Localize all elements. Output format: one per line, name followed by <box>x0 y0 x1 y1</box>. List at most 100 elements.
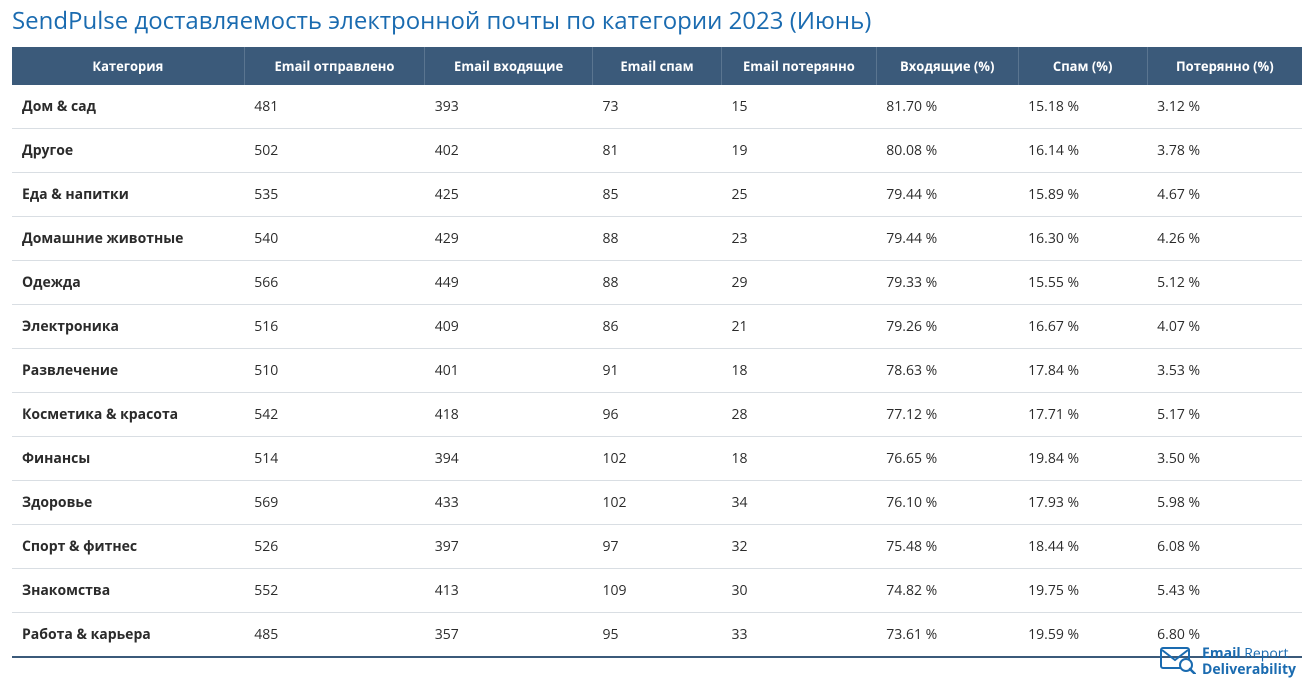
cell-category: Косметика & красота <box>12 393 244 437</box>
cell-value: 569 <box>244 481 425 525</box>
cell-value: 91 <box>592 349 721 393</box>
cell-value: 81.70 % <box>876 85 1018 129</box>
cell-value: 76.10 % <box>876 481 1018 525</box>
cell-value: 79.33 % <box>876 261 1018 305</box>
cell-value: 409 <box>425 305 593 349</box>
cell-value: 109 <box>592 569 721 613</box>
cell-category: Еда & напитки <box>12 173 244 217</box>
cell-value: 29 <box>721 261 876 305</box>
cell-value: 76.65 % <box>876 437 1018 481</box>
cell-value: 16.67 % <box>1018 305 1147 349</box>
cell-value: 18.44 % <box>1018 525 1147 569</box>
cell-value: 552 <box>244 569 425 613</box>
cell-value: 86 <box>592 305 721 349</box>
col-header-inbox: Email входящие <box>425 47 593 85</box>
cell-value: 96 <box>592 393 721 437</box>
table-body: Дом & сад481393731581.70 %15.18 %3.12 %Д… <box>12 85 1302 657</box>
cell-value: 85 <box>592 173 721 217</box>
cell-value: 4.67 % <box>1147 173 1302 217</box>
cell-value: 30 <box>721 569 876 613</box>
cell-category: Одежда <box>12 261 244 305</box>
cell-category: Финансы <box>12 437 244 481</box>
cell-value: 17.71 % <box>1018 393 1147 437</box>
cell-category: Развлечение <box>12 349 244 393</box>
cell-value: 17.93 % <box>1018 481 1147 525</box>
table-row: Финансы5143941021876.65 %19.84 %3.50 % <box>12 437 1302 481</box>
cell-value: 77.12 % <box>876 393 1018 437</box>
cell-value: 23 <box>721 217 876 261</box>
cell-value: 19.84 % <box>1018 437 1147 481</box>
cell-value: 34 <box>721 481 876 525</box>
cell-value: 5.43 % <box>1147 569 1302 613</box>
cell-value: 81 <box>592 129 721 173</box>
col-header-spam: Email спам <box>592 47 721 85</box>
footer-logo-text: Email Report Deliverability <box>1202 646 1296 677</box>
cell-value: 397 <box>425 525 593 569</box>
cell-value: 413 <box>425 569 593 613</box>
table-row: Дом & сад481393731581.70 %15.18 %3.12 % <box>12 85 1302 129</box>
cell-value: 88 <box>592 217 721 261</box>
cell-value: 402 <box>425 129 593 173</box>
cell-category: Работа & карьера <box>12 613 244 658</box>
cell-value: 74.82 % <box>876 569 1018 613</box>
cell-value: 15.89 % <box>1018 173 1147 217</box>
cell-value: 16.30 % <box>1018 217 1147 261</box>
cell-value: 510 <box>244 349 425 393</box>
cell-value: 78.63 % <box>876 349 1018 393</box>
footer-logo: Email Report Deliverability <box>1160 644 1296 679</box>
table-row: Развлечение510401911878.63 %17.84 %3.53 … <box>12 349 1302 393</box>
table-row: Спорт & фитнес526397973275.48 %18.44 %6.… <box>12 525 1302 569</box>
cell-value: 449 <box>425 261 593 305</box>
cell-category: Электроника <box>12 305 244 349</box>
cell-value: 25 <box>721 173 876 217</box>
cell-value: 5.12 % <box>1147 261 1302 305</box>
col-header-category: Категория <box>12 47 244 85</box>
cell-value: 516 <box>244 305 425 349</box>
table-row: Другое502402811980.08 %16.14 %3.78 % <box>12 129 1302 173</box>
cell-value: 425 <box>425 173 593 217</box>
cell-value: 5.17 % <box>1147 393 1302 437</box>
table-header-row: Категория Email отправлено Email входящи… <box>12 47 1302 85</box>
cell-value: 15 <box>721 85 876 129</box>
cell-value: 19.59 % <box>1018 613 1147 658</box>
cell-value: 19 <box>721 129 876 173</box>
cell-value: 79.26 % <box>876 305 1018 349</box>
cell-value: 4.07 % <box>1147 305 1302 349</box>
cell-value: 75.48 % <box>876 525 1018 569</box>
cell-value: 97 <box>592 525 721 569</box>
cell-value: 73.61 % <box>876 613 1018 658</box>
cell-value: 566 <box>244 261 425 305</box>
cell-value: 18 <box>721 349 876 393</box>
cell-value: 5.98 % <box>1147 481 1302 525</box>
cell-value: 73 <box>592 85 721 129</box>
cell-value: 481 <box>244 85 425 129</box>
cell-value: 401 <box>425 349 593 393</box>
col-header-inbox-pct: Входящие (%) <box>876 47 1018 85</box>
cell-value: 357 <box>425 613 593 658</box>
cell-value: 514 <box>244 437 425 481</box>
col-header-spam-pct: Спам (%) <box>1018 47 1147 85</box>
cell-value: 3.50 % <box>1147 437 1302 481</box>
cell-value: 102 <box>592 481 721 525</box>
cell-category: Дом & сад <box>12 85 244 129</box>
table-row: Работа & карьера485357953373.61 %19.59 %… <box>12 613 1302 658</box>
cell-value: 95 <box>592 613 721 658</box>
cell-value: 79.44 % <box>876 173 1018 217</box>
table-row: Домашние животные540429882379.44 %16.30 … <box>12 217 1302 261</box>
cell-value: 535 <box>244 173 425 217</box>
cell-value: 394 <box>425 437 593 481</box>
cell-category: Знакомства <box>12 569 244 613</box>
cell-value: 3.12 % <box>1147 85 1302 129</box>
table-row: Здоровье5694331023476.10 %17.93 %5.98 % <box>12 481 1302 525</box>
cell-value: 80.08 % <box>876 129 1018 173</box>
cell-value: 542 <box>244 393 425 437</box>
cell-value: 32 <box>721 525 876 569</box>
cell-value: 19.75 % <box>1018 569 1147 613</box>
cell-value: 33 <box>721 613 876 658</box>
cell-value: 485 <box>244 613 425 658</box>
table-row: Косметика & красота542418962877.12 %17.7… <box>12 393 1302 437</box>
cell-value: 102 <box>592 437 721 481</box>
cell-value: 418 <box>425 393 593 437</box>
table-row: Электроника516409862179.26 %16.67 %4.07 … <box>12 305 1302 349</box>
cell-category: Здоровье <box>12 481 244 525</box>
